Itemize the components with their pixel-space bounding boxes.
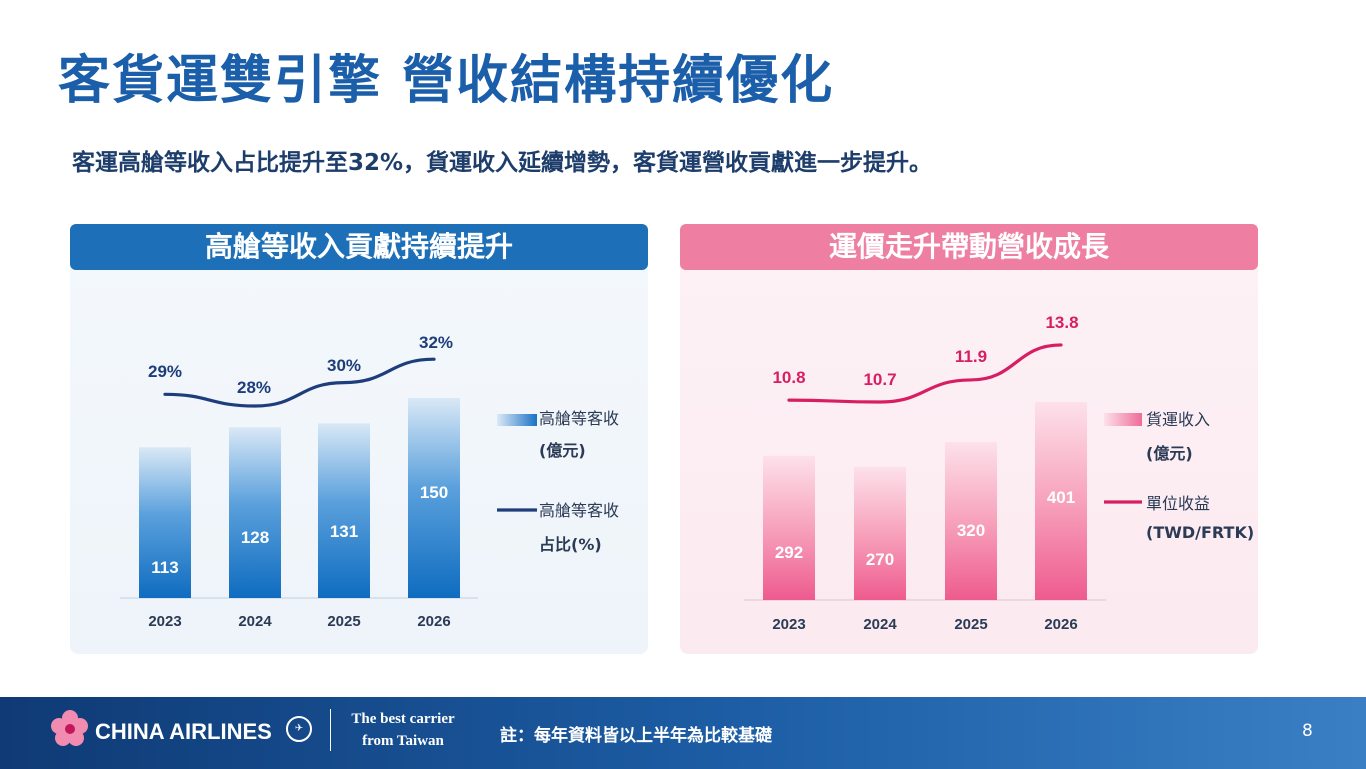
premium-line-series [163,357,436,408]
cargo-line-value-label: 11.9 [955,347,987,366]
premium-legend-text: 占比(%) [539,535,602,554]
premium-line-value-label: 28% [237,378,271,397]
premium-revenue-panel: 高艙等收入貢獻持續提升 [70,224,648,654]
brand-name: CHINA AIRLINES [95,719,272,744]
cargo-legend-text: 單位收益 [1146,494,1210,513]
tagline-line-1: The best carrier [351,711,455,727]
premium-bar-value-label: 150 [420,483,448,502]
cargo-line-value-label: 10.8 [772,368,805,387]
cargo-bar-value-label: 270 [866,550,894,569]
cargo-legend-bar-key [1104,413,1142,426]
cargo-x-tick-label: 2023 [772,616,805,633]
page-subtitle: 客運高艙等收入占比提升至32%，貨運收入延續增勢，客貨運營收貢獻進一步提升。 [72,150,933,176]
brand-tagline: The best carrier from Taiwan [345,708,461,752]
premium-line-value-label: 30% [327,356,361,375]
premium-bar-2024 [229,427,281,598]
cargo-line-value-label: 13.8 [1045,313,1078,332]
premium-bar-value-label: 128 [241,528,269,547]
cargo-line-series [787,343,1063,404]
premium-line-value-label: 29% [148,362,182,381]
premium-x-tick-label: 2025 [327,613,360,630]
premium-revenue-panel-title: 高艙等收入貢獻持續提升 [70,224,648,270]
page-title: 客貨運雙引擎 營收結構持續優化 [58,51,835,111]
premium-line-value-label: 32% [419,333,453,352]
tagline-line-2: from Taiwan [362,733,444,749]
cargo-x-tick-label: 2025 [954,616,987,633]
page-number: 8 [1302,721,1313,741]
cargo-bar-value-label: 401 [1047,488,1075,507]
cargo-bar-2023 [763,455,815,600]
cargo-bar-value-label: 320 [957,521,985,540]
premium-bar-value-label: 113 [151,558,178,577]
premium-x-tick-label: 2026 [417,613,450,630]
plum-blossom-logo-icon [51,710,88,746]
footer-divider [330,709,331,751]
premium-bar-2026 [408,398,460,598]
premium-legend-text: 高艙等客收 [539,409,619,428]
cargo-line-value-label: 10.7 [863,370,896,389]
premium-bar-2023 [139,447,191,598]
premium-x-tick-label: 2023 [148,613,181,630]
cargo-legend-text: (億元) [1146,444,1193,463]
premium-legend-text: (億元) [539,441,586,460]
premium-bar-value-label: 131 [330,522,358,541]
cargo-revenue-panel-title: 運價走升帶動營收成長 [680,224,1258,270]
skyteam-emblem-icon: ✈ [286,716,312,742]
footer-bar: CHINA AIRLINES ✈ The best carrier from T… [0,697,1366,769]
cargo-legend-text: 貨運收入 [1146,410,1210,429]
premium-legend-text: 高艙等客收 [539,501,619,520]
cargo-bar-value-label: 292 [775,543,803,562]
cargo-x-tick-label: 2026 [1044,616,1077,633]
cargo-x-tick-label: 2024 [863,616,897,633]
cargo-legend-text: (TWD/FRTK) [1146,523,1254,542]
cargo-bar-2025 [945,441,997,600]
premium-bar-2025 [318,423,370,598]
premium-legend-bar-key [497,414,537,426]
premium-x-tick-label: 2024 [238,613,272,630]
cargo-bar-2024 [854,466,906,600]
cargo-bar-2026 [1035,401,1087,600]
footnote: 註：每年資料皆以上半年為比較基礎 [500,726,772,746]
